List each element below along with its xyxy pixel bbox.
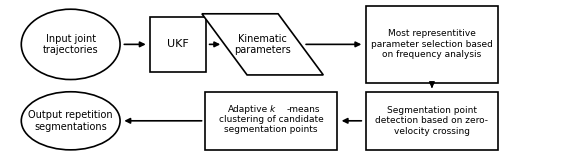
Text: Input joint
trajectories: Input joint trajectories (43, 34, 98, 55)
Text: clustering of candidate: clustering of candidate (219, 115, 324, 124)
Text: Output repetition
segmentations: Output repetition segmentations (28, 110, 113, 132)
Ellipse shape (21, 92, 120, 150)
Polygon shape (202, 14, 323, 75)
Text: Most representitive
parameter selection based
on frequency analysis: Most representitive parameter selection … (371, 29, 493, 59)
Bar (366, 6, 498, 83)
Text: Kinematic
parameters: Kinematic parameters (234, 34, 291, 55)
Text: k: k (270, 105, 275, 114)
Bar (204, 92, 338, 150)
Bar (150, 17, 206, 72)
Text: -means: -means (287, 105, 320, 114)
Ellipse shape (21, 9, 120, 80)
Text: segmentation points: segmentation points (224, 125, 318, 134)
Text: Segmentation point
detection based on zero-
velocity crossing: Segmentation point detection based on ze… (376, 106, 488, 136)
Text: UKF: UKF (167, 39, 189, 49)
Text: Adaptive: Adaptive (228, 105, 268, 114)
Bar (366, 92, 498, 150)
